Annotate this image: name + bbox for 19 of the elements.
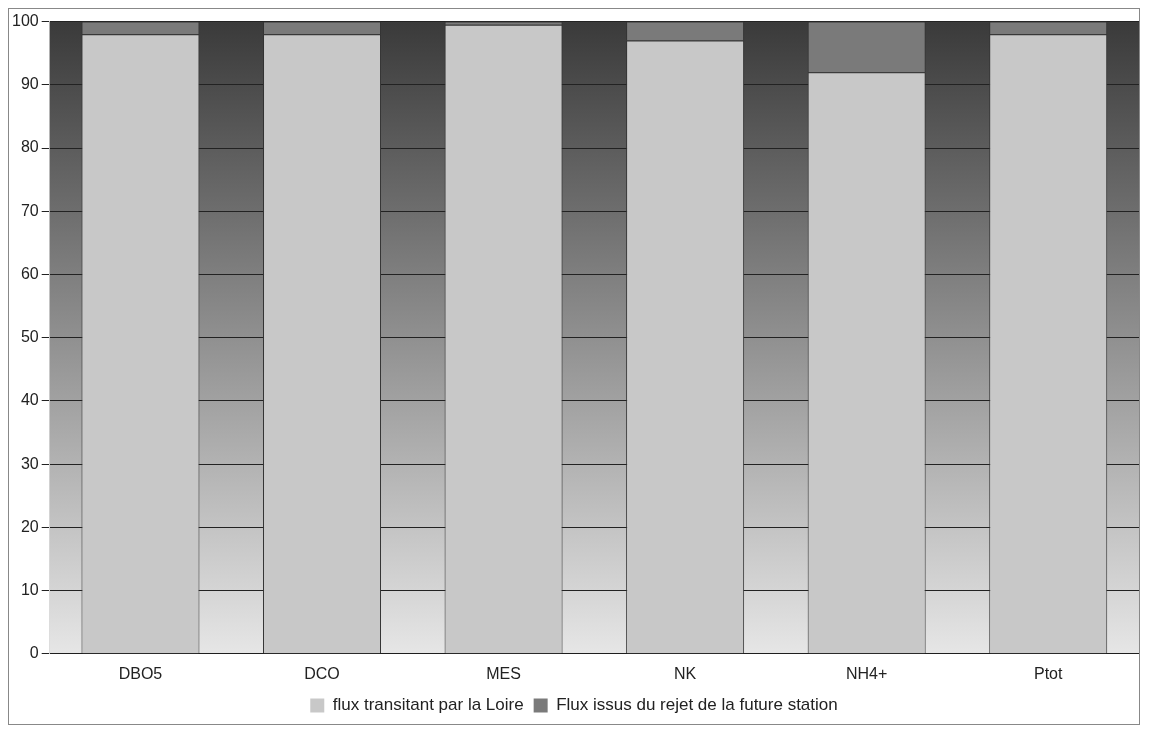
- y-tick-label: 70: [20, 201, 39, 219]
- x-tick-label: Ptot: [1033, 664, 1064, 682]
- x-tick-label: DCO: [304, 664, 340, 682]
- legend-label: Flux issus du rejet de la future station: [556, 695, 838, 715]
- y-tick-label: 20: [20, 517, 39, 535]
- y-tick-label: 90: [20, 75, 39, 93]
- y-tick-label: 40: [20, 391, 39, 409]
- legend-label: flux transitant par la Loire: [332, 695, 524, 715]
- y-tick-label: 80: [20, 138, 39, 156]
- y-tick-label: 0: [29, 644, 39, 662]
- y-tick-label: 60: [20, 264, 39, 282]
- y-tick-label: 50: [20, 328, 39, 346]
- y-tick-label: 10: [20, 580, 39, 598]
- x-tick-label: NH4+: [845, 664, 888, 682]
- y-tick-label: 30: [20, 454, 39, 472]
- x-tick-label: NK: [674, 664, 697, 682]
- x-tick-label: MES: [486, 664, 521, 682]
- y-tick-label: 100: [11, 12, 39, 30]
- x-tick-label: DBO5: [118, 664, 163, 682]
